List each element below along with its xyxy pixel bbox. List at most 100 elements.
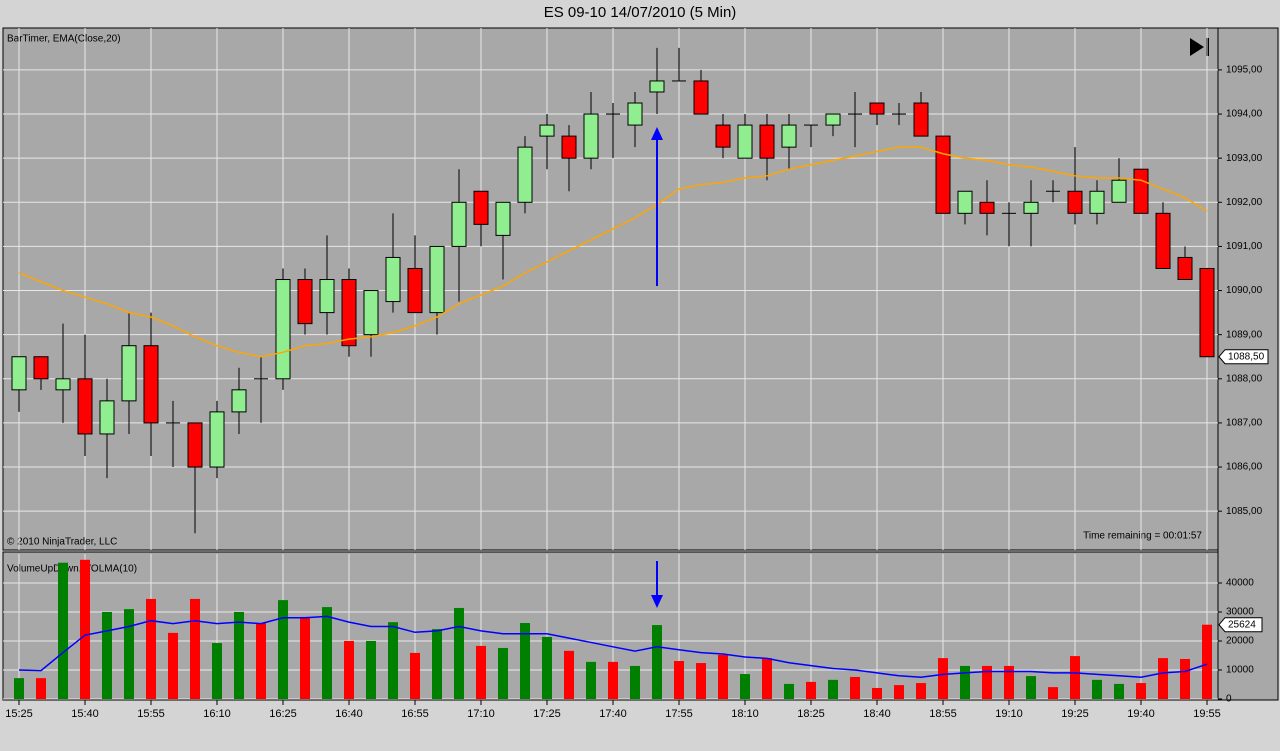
volume-bar <box>806 681 816 699</box>
volume-bar <box>256 623 266 699</box>
y-tick-label: 1094,00 <box>1226 109 1263 120</box>
indicator-label: VolumeUpDown, VOLMA(10) <box>7 564 137 575</box>
candle-body <box>99 400 115 435</box>
candle-body <box>693 80 709 115</box>
candle-body <box>473 190 489 225</box>
x-tick-label: 17:40 <box>599 708 627 720</box>
volume-bar <box>410 652 420 699</box>
volume-bar <box>520 623 530 699</box>
candle-body <box>385 256 401 303</box>
candle-body <box>231 389 247 413</box>
candle-body <box>77 378 93 435</box>
arrow-up <box>651 127 663 286</box>
candle-body <box>209 411 225 468</box>
last-price-box <box>1218 349 1269 365</box>
volume-bar <box>564 650 574 699</box>
volume-bar <box>718 654 728 699</box>
candle-body <box>1067 190 1083 214</box>
y-tick-label: 1087,00 <box>1226 418 1263 429</box>
candle-body <box>451 201 467 247</box>
last-volume-box <box>1218 617 1263 633</box>
candle-body <box>737 124 753 159</box>
volume-bar <box>1048 687 1058 699</box>
x-tick-label: 19:55 <box>1193 708 1221 720</box>
volume-bar <box>1158 658 1168 699</box>
volume-bar <box>982 665 992 699</box>
candle-body <box>517 146 533 203</box>
volume-bar <box>1092 679 1102 699</box>
x-tick-label: 19:25 <box>1061 708 1089 720</box>
indicator-label: BarTimer, EMA(Close,20) <box>7 34 121 45</box>
x-tick-label: 19:40 <box>1127 708 1155 720</box>
volume-bar <box>674 661 684 699</box>
candle-body <box>869 102 885 115</box>
x-tick-label: 18:55 <box>929 708 957 720</box>
volume-bar <box>630 665 640 699</box>
candle-body <box>1111 179 1127 203</box>
volume-bar <box>498 647 508 699</box>
volume-bar <box>828 679 838 699</box>
volume-bar <box>1202 624 1212 699</box>
x-tick-label: 17:25 <box>533 708 561 720</box>
volume-bar <box>80 559 90 699</box>
y-tick-label: 1086,00 <box>1226 462 1263 473</box>
candle-body <box>495 201 511 236</box>
volume-bar <box>1136 683 1146 699</box>
candle-body <box>275 279 291 380</box>
candle-body <box>33 356 49 380</box>
copyright: © 2010 NinjaTrader, LLC <box>7 537 117 548</box>
volume-bar <box>916 683 926 699</box>
candle-body <box>561 135 577 159</box>
candle-body <box>539 124 555 137</box>
x-tick-label: 18:40 <box>863 708 891 720</box>
candle-body <box>1199 267 1215 358</box>
volume-bar <box>1070 656 1080 699</box>
y-tick-label: 1091,00 <box>1226 241 1263 252</box>
volume-bar <box>366 641 376 699</box>
candle-body <box>1177 256 1193 281</box>
volume-bar <box>168 632 178 699</box>
x-tick-label: 16:10 <box>203 708 231 720</box>
x-tick-label: 15:55 <box>137 708 165 720</box>
volma-line <box>18 615 1208 679</box>
plot-layer: 1085,00 1086,00 1087,00 1088,00 1089,00 1090,… <box>3 28 1269 720</box>
volume-bar <box>542 636 552 699</box>
volume-bar <box>146 598 156 699</box>
volume-bar <box>454 607 464 699</box>
volume-bar <box>300 616 310 699</box>
volume-bar <box>58 562 68 699</box>
volume-bar <box>938 658 948 699</box>
last-volume-label: 25624 <box>1228 619 1256 630</box>
price-panel <box>2 27 1219 551</box>
volume-bar <box>872 687 882 699</box>
candle-body <box>297 279 313 325</box>
candle-body <box>825 113 841 126</box>
volume-bar <box>432 629 442 699</box>
volume-bar <box>36 678 46 699</box>
ema-line <box>18 146 1208 358</box>
candle-body <box>1023 201 1039 214</box>
candle-body <box>759 124 775 159</box>
y-tick-label: 1085,00 <box>1226 506 1263 517</box>
candle-body <box>319 279 335 314</box>
volume-bar <box>696 663 706 699</box>
y-tick-label: 1093,00 <box>1226 153 1263 164</box>
y-tick-label: 40000 <box>1226 578 1254 589</box>
volume-bar <box>14 678 24 699</box>
x-tick-label: 17:10 <box>467 708 495 720</box>
arrow-down <box>651 561 663 608</box>
candle-body <box>363 290 379 336</box>
candle-body <box>187 422 203 468</box>
volume-bar <box>124 609 134 699</box>
volume-bar <box>894 685 904 699</box>
x-tick-label: 16:40 <box>335 708 363 720</box>
chart-title: ES 09-10 14/07/2010 (5 Min) <box>544 4 737 21</box>
volume-bar <box>1026 676 1036 699</box>
y-tick-label: 30000 <box>1226 607 1254 618</box>
y-tick-label: 20000 <box>1226 636 1254 647</box>
candle-body <box>913 102 929 137</box>
volume-bar <box>344 641 354 699</box>
volume-bar <box>762 658 772 699</box>
